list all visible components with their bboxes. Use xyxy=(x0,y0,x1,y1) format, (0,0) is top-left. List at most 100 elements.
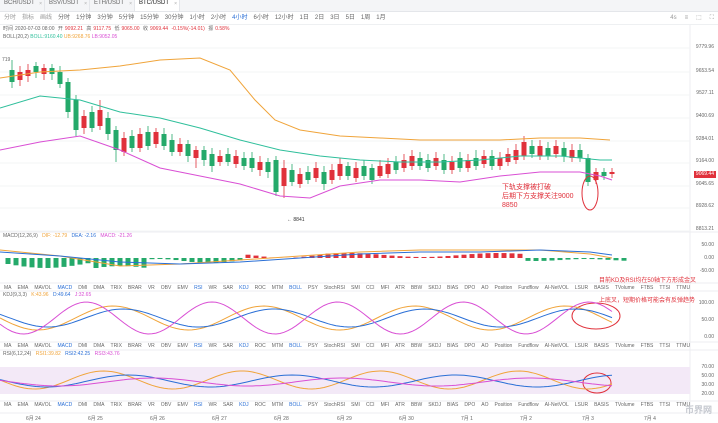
interval-tab[interactable]: 1小时 xyxy=(189,14,205,21)
close-icon[interactable]: × xyxy=(174,1,177,7)
indicator-toggle-dpo[interactable]: DPO xyxy=(464,285,476,291)
indicator-toggle-ema[interactable]: EMA xyxy=(17,402,29,408)
indicator-toggle-tvolume[interactable]: TVolume xyxy=(614,343,635,349)
indicator-toggle-roc[interactable]: ROC xyxy=(254,343,266,349)
interval-tab[interactable]: 2小时 xyxy=(210,14,227,21)
boll-name[interactable]: BOLL(20,2) xyxy=(3,34,29,40)
indicator-toggle-fundflow[interactable]: Fundflow xyxy=(518,402,539,408)
indicator-toggle-kdj[interactable]: KDJ xyxy=(239,285,249,291)
indicator-toggle-vr[interactable]: VR xyxy=(147,343,155,349)
indicator-toggle-boll[interactable]: BOLL xyxy=(289,285,302,291)
indicator-toggle-mtm[interactable]: MTM xyxy=(271,285,284,291)
interval-tab[interactable]: 30分钟 xyxy=(164,14,184,21)
macd-name[interactable]: MACD(12,26,9) xyxy=(3,233,38,239)
indicator-toggle-stochrsi[interactable]: StochRSI xyxy=(323,343,346,349)
indicator-toggle-ftbs[interactable]: FTBS xyxy=(640,285,654,291)
indicator-toggle-brar[interactable]: BRAR xyxy=(127,343,142,349)
indicator-toggle-trix[interactable]: TRIX xyxy=(110,285,122,291)
indicator-toggle-vr[interactable]: VR xyxy=(147,402,155,408)
interval-tab[interactable]: 6小时 xyxy=(253,14,269,21)
indicator-toggle-ma[interactable]: MA xyxy=(4,343,12,349)
indicator-toggle-bias[interactable]: BIAS xyxy=(446,402,459,408)
indicator-toggle-ai-netvol[interactable]: AI-NetVOL xyxy=(544,402,569,408)
indicator-toggle-roc[interactable]: ROC xyxy=(254,402,266,408)
indicator-toggle-dmi[interactable]: DMI xyxy=(78,402,88,408)
indicator-toggle-skdj[interactable]: SKDJ xyxy=(428,402,441,408)
interval-tab[interactable]: 12小时 xyxy=(274,14,294,21)
indicator-toggle-cci[interactable]: CCI xyxy=(365,402,375,408)
tool-item[interactable]: 分时 xyxy=(4,14,17,21)
indicator-toggle-macd[interactable]: MACD xyxy=(57,402,73,408)
indicator-toggle-trix[interactable]: TRIX xyxy=(110,402,122,408)
interval-tab[interactable]: 1分钟 xyxy=(76,14,92,21)
indicator-toggle-lsur[interactable]: LSUR xyxy=(574,402,589,408)
indicator-toggle-rsi[interactable]: RSI xyxy=(194,285,203,291)
indicator-toggle-wr[interactable]: WR xyxy=(208,285,217,291)
indicator-toggle-cci[interactable]: CCI xyxy=(365,343,375,349)
close-icon[interactable]: × xyxy=(129,1,132,7)
indicator-toggle-bias[interactable]: BIAS xyxy=(446,343,459,349)
indicator-toggle-sar[interactable]: SAR xyxy=(222,343,234,349)
indicator-toggle-atr[interactable]: ATR xyxy=(395,285,405,291)
indicator-toggle-mfi[interactable]: MFI xyxy=(380,285,390,291)
indicator-toggle-ai-netvol[interactable]: AI-NetVOL xyxy=(544,285,569,291)
interval-tab[interactable]: 15分钟 xyxy=(140,14,159,21)
indicator-toggle-dpo[interactable]: DPO xyxy=(464,343,476,349)
indicator-toggle-rsi[interactable]: RSI xyxy=(194,343,203,349)
indicator-toggle-emv[interactable]: EMV xyxy=(177,285,189,291)
interval-tab-active[interactable]: 4小时 xyxy=(232,14,248,21)
indicator-toggle-mavol[interactable]: MAVOL xyxy=(34,285,52,291)
indicator-toggle-lsur[interactable]: LSUR xyxy=(574,343,589,349)
indicator-toggle-roc[interactable]: ROC xyxy=(254,285,266,291)
indicator-toggle-dpo[interactable]: DPO xyxy=(464,402,476,408)
indicator-toggle-skdj[interactable]: SKDJ xyxy=(428,285,441,291)
interval-tab[interactable]: 5分钟 xyxy=(118,14,135,21)
indicator-toggle-atr[interactable]: ATR xyxy=(395,402,405,408)
indicator-toggle-position[interactable]: Position xyxy=(494,343,513,349)
indicator-toggle-basis[interactable]: BASIS xyxy=(594,285,609,291)
interval-tab[interactable]: 2日 xyxy=(314,14,325,21)
interval-tab[interactable]: 1日 xyxy=(299,14,309,21)
interval-tab[interactable]: 1周 xyxy=(360,14,371,21)
indicator-toggle-ftbs[interactable]: FTBS xyxy=(640,343,654,349)
indicator-toggle-obv[interactable]: OBV xyxy=(160,402,172,408)
indicator-toggle-macd[interactable]: MACD xyxy=(57,343,73,349)
indicator-toggle-ao[interactable]: AO xyxy=(481,402,489,408)
pair-tab-btc[interactable]: BTC/USDT × xyxy=(135,0,180,11)
indicator-toggle-sar[interactable]: SAR xyxy=(222,402,234,408)
tool-item[interactable]: 画线 xyxy=(40,14,53,21)
indicator-toggle-brar[interactable]: BRAR xyxy=(127,285,142,291)
indicator-toggle-sar[interactable]: SAR xyxy=(222,285,234,291)
indicator-toggle-dmi[interactable]: DMI xyxy=(78,285,88,291)
indicator-toggle-bbw[interactable]: BBW xyxy=(410,402,423,408)
interval-tab[interactable]: 分时 xyxy=(58,14,71,21)
indicator-toggle-boll[interactable]: BOLL xyxy=(289,343,302,349)
close-icon[interactable]: × xyxy=(84,1,87,7)
indicator-toggle-position[interactable]: Position xyxy=(494,402,513,408)
indicator-toggle-ttsi[interactable]: TTSI xyxy=(659,343,671,349)
rsi-name[interactable]: RSI(6,12,24) xyxy=(3,351,32,357)
indicator-toggle-mfi[interactable]: MFI xyxy=(380,343,390,349)
indicator-toggle-ttmu[interactable]: TTMU xyxy=(676,343,690,349)
indicator-toggle-psy[interactable]: PSY xyxy=(307,402,318,408)
interval-tab[interactable]: 3分钟 xyxy=(97,14,113,21)
indicator-toggle-rsi[interactable]: RSI xyxy=(194,402,203,408)
indicator-toggle-obv[interactable]: OBV xyxy=(160,343,172,349)
indicator-toggle-psy[interactable]: PSY xyxy=(307,285,318,291)
indicator-toggle-tvolume[interactable]: TVolume xyxy=(614,402,635,408)
indicator-toggle-bias[interactable]: BIAS xyxy=(446,285,459,291)
indicator-toggle-mfi[interactable]: MFI xyxy=(380,402,390,408)
close-icon[interactable]: × xyxy=(39,1,42,7)
indicator-toggle-ttmu[interactable]: TTMU xyxy=(676,402,690,408)
indicator-toggle-mtm[interactable]: MTM xyxy=(271,343,284,349)
indicator-toggle-smi[interactable]: SMI xyxy=(351,402,360,408)
indicator-toggle-obv[interactable]: OBV xyxy=(160,285,172,291)
indicator-toggle-wr[interactable]: WR xyxy=(208,402,217,408)
indicator-toggle-boll[interactable]: BOLL xyxy=(289,402,302,408)
pair-tab-eth[interactable]: ETH/USDT × xyxy=(90,0,135,11)
indicator-toggle-smi[interactable]: SMI xyxy=(351,343,360,349)
indicator-toggle-dma[interactable]: DMA xyxy=(93,343,105,349)
indicator-toggle-ai-netvol[interactable]: AI-NetVOL xyxy=(544,343,569,349)
menu-icon[interactable]: ≡ xyxy=(684,15,689,21)
indicator-toggle-ma[interactable]: MA xyxy=(4,402,12,408)
